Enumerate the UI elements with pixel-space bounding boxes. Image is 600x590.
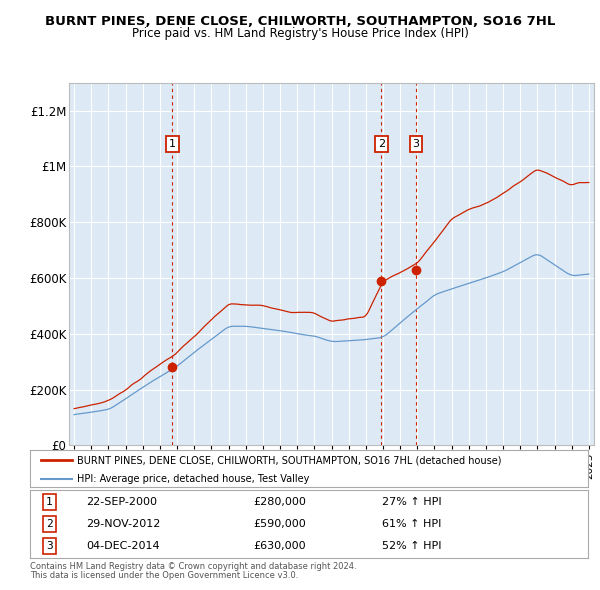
Text: HPI: Average price, detached house, Test Valley: HPI: Average price, detached house, Test… xyxy=(77,474,310,484)
Text: 61% ↑ HPI: 61% ↑ HPI xyxy=(382,519,441,529)
Text: Contains HM Land Registry data © Crown copyright and database right 2024.: Contains HM Land Registry data © Crown c… xyxy=(30,562,356,571)
Text: 22-SEP-2000: 22-SEP-2000 xyxy=(86,497,157,507)
Text: 3: 3 xyxy=(412,139,419,149)
Text: BURNT PINES, DENE CLOSE, CHILWORTH, SOUTHAMPTON, SO16 7HL: BURNT PINES, DENE CLOSE, CHILWORTH, SOUT… xyxy=(45,15,555,28)
Text: 2: 2 xyxy=(378,139,385,149)
Text: 1: 1 xyxy=(169,139,176,149)
Text: 2: 2 xyxy=(46,519,53,529)
Text: 52% ↑ HPI: 52% ↑ HPI xyxy=(382,541,441,551)
Text: 1: 1 xyxy=(46,497,53,507)
Text: 3: 3 xyxy=(46,541,53,551)
Text: BURNT PINES, DENE CLOSE, CHILWORTH, SOUTHAMPTON, SO16 7HL (detached house): BURNT PINES, DENE CLOSE, CHILWORTH, SOUT… xyxy=(77,455,502,466)
Text: Price paid vs. HM Land Registry's House Price Index (HPI): Price paid vs. HM Land Registry's House … xyxy=(131,27,469,40)
Text: This data is licensed under the Open Government Licence v3.0.: This data is licensed under the Open Gov… xyxy=(30,571,298,579)
Text: 04-DEC-2014: 04-DEC-2014 xyxy=(86,541,160,551)
Text: £590,000: £590,000 xyxy=(253,519,306,529)
Text: 29-NOV-2012: 29-NOV-2012 xyxy=(86,519,160,529)
Text: 27% ↑ HPI: 27% ↑ HPI xyxy=(382,497,441,507)
Text: £280,000: £280,000 xyxy=(253,497,306,507)
Text: £630,000: £630,000 xyxy=(253,541,306,551)
